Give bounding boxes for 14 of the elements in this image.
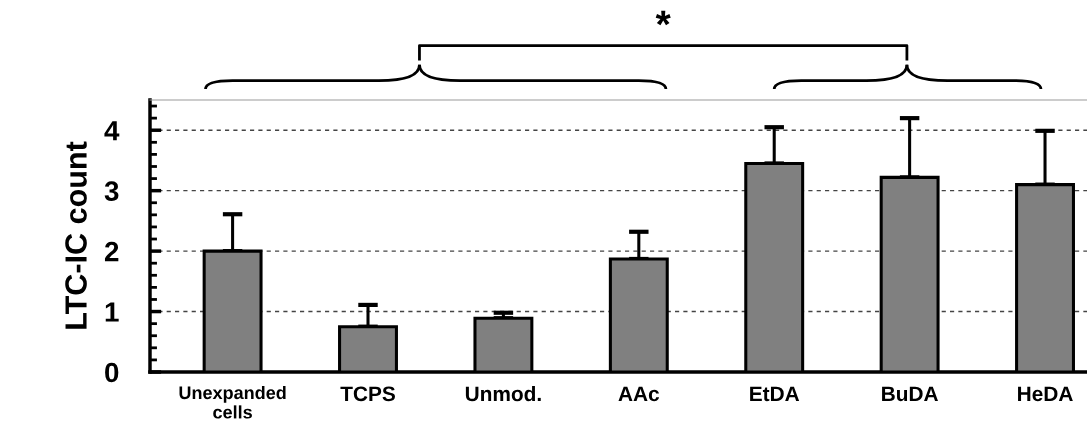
y-tick-label: 2 bbox=[104, 241, 119, 262]
x-tick-label: Unexpanded cells bbox=[179, 385, 286, 419]
y-tick-label: 4 bbox=[104, 121, 120, 141]
x-tick-label: Unmod. bbox=[465, 385, 541, 402]
x-tick-label: EtDA bbox=[750, 386, 800, 402]
x-tick-label: TCPS bbox=[340, 386, 395, 402]
y-tick-label: 3 bbox=[104, 181, 119, 202]
text: * bbox=[655, 10, 671, 26]
x-tick-label: AAc bbox=[618, 386, 660, 402]
x-tick-label: BuDA bbox=[882, 386, 938, 402]
y-tick-label: 0 bbox=[105, 362, 119, 383]
x-tick-label: HeDA bbox=[1018, 386, 1073, 402]
y-tick-label: 1 bbox=[105, 302, 119, 322]
y-axis-title: LTC-IC count bbox=[65, 141, 87, 329]
